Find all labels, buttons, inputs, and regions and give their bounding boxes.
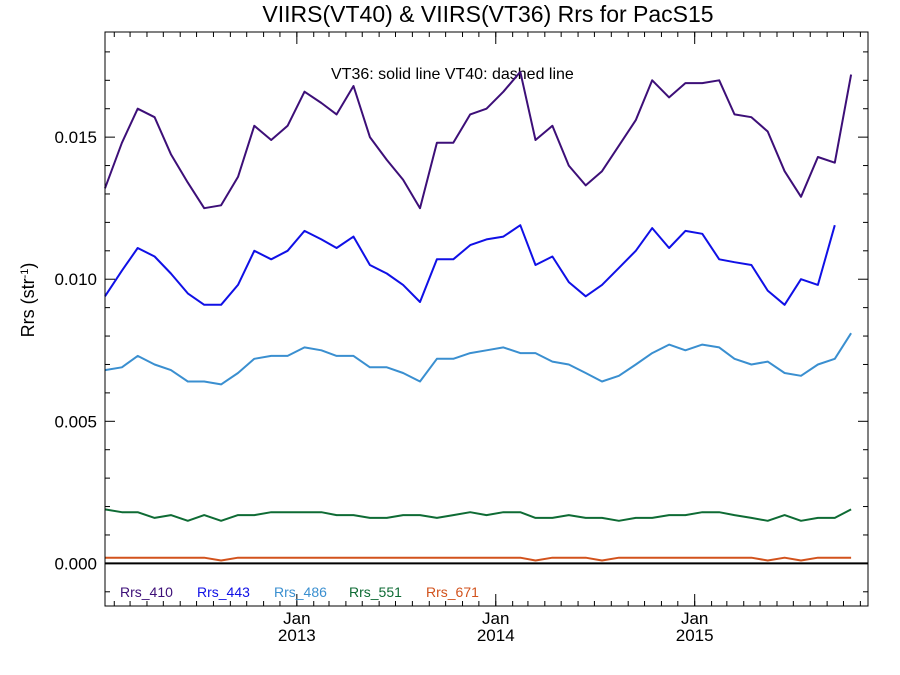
chart-title: VIIRS(VT40) & VIIRS(VT36) Rrs for PacS15: [262, 1, 713, 27]
y-tick-label: 0.010: [54, 270, 97, 289]
axes: 0.0000.0050.0100.015Jan2013Jan2014Jan201…: [54, 31, 869, 645]
y-axis-label-close: ): [18, 263, 38, 269]
y-tick-label: 0.015: [54, 128, 97, 147]
series-line-rrs-443: [104, 224, 836, 306]
legend-rrs-486: Rrs_486: [274, 584, 327, 600]
y-axis-label-main: Rrs (str: [18, 278, 38, 337]
x-tick-label-month: Jan: [681, 609, 708, 628]
x-tick-label-year: 2013: [278, 626, 316, 645]
series-line-rrs-671: [105, 556, 852, 562]
plot-frame: [104, 31, 869, 607]
x-tick-label-month: Jan: [482, 609, 509, 628]
y-axis-label: Rrs (str-1): [18, 263, 38, 338]
legend-rrs-443: Rrs_443: [197, 584, 250, 600]
legend-rrs-410: Rrs_410: [120, 584, 173, 600]
line-style-annotation: VT36: solid line VT40: dashed line: [331, 66, 574, 83]
series-line-rrs-410: [104, 70, 853, 210]
series-line-rrs-486: [104, 332, 852, 386]
x-tick-label-year: 2014: [477, 626, 515, 645]
plot-area: [104, 70, 853, 562]
y-tick-label: 0.000: [54, 554, 97, 573]
y-tick-label: 0.005: [54, 412, 97, 431]
legend-rrs-551: Rrs_551: [349, 584, 402, 600]
svg-text:Rrs (str-1): Rrs (str-1): [18, 263, 38, 338]
y-axis-label-sup: -1: [19, 269, 31, 279]
x-tick-label-month: Jan: [283, 609, 310, 628]
x-tick-label-year: 2015: [676, 626, 714, 645]
legend-rrs-671: Rrs_671: [426, 584, 479, 600]
series-line-rrs-551: [104, 508, 852, 522]
